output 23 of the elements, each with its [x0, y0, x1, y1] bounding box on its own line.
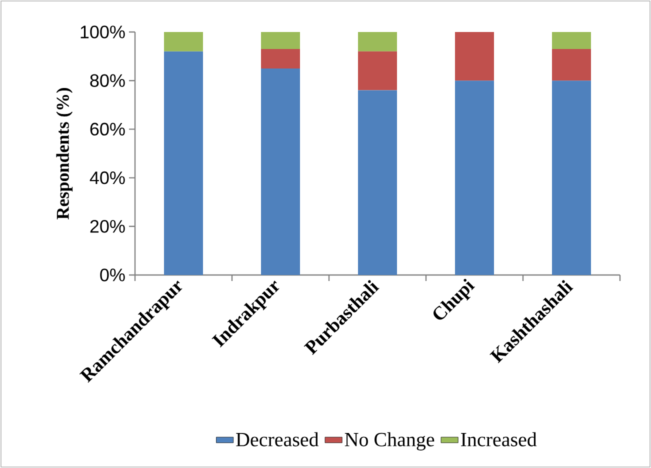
bar: [454, 80, 494, 275]
legend-label: Decreased: [236, 432, 319, 446]
bar: [552, 49, 591, 81]
bar: [164, 32, 204, 52]
y-tick-label: 60%: [90, 122, 125, 136]
y-tick-label: 100%: [80, 26, 125, 38]
y-tick-label: 80%: [90, 74, 125, 87]
bar: [454, 32, 494, 81]
bar: [358, 90, 397, 275]
bar: [552, 32, 591, 49]
bar: [261, 32, 300, 49]
y-axis-title: Respondents (%): [56, 88, 73, 220]
y-tick-label: 0%: [100, 268, 125, 282]
legend-label: Increased: [461, 432, 537, 446]
legend-label: No Change: [344, 432, 434, 450]
bar: [358, 32, 397, 52]
bar: [358, 51, 397, 90]
bar: [261, 68, 300, 275]
y-tick-label: 40%: [90, 171, 125, 184]
bar: [164, 51, 204, 275]
y-tick-label: 20%: [90, 220, 125, 233]
bar: [552, 80, 591, 275]
bar: [261, 49, 300, 68]
